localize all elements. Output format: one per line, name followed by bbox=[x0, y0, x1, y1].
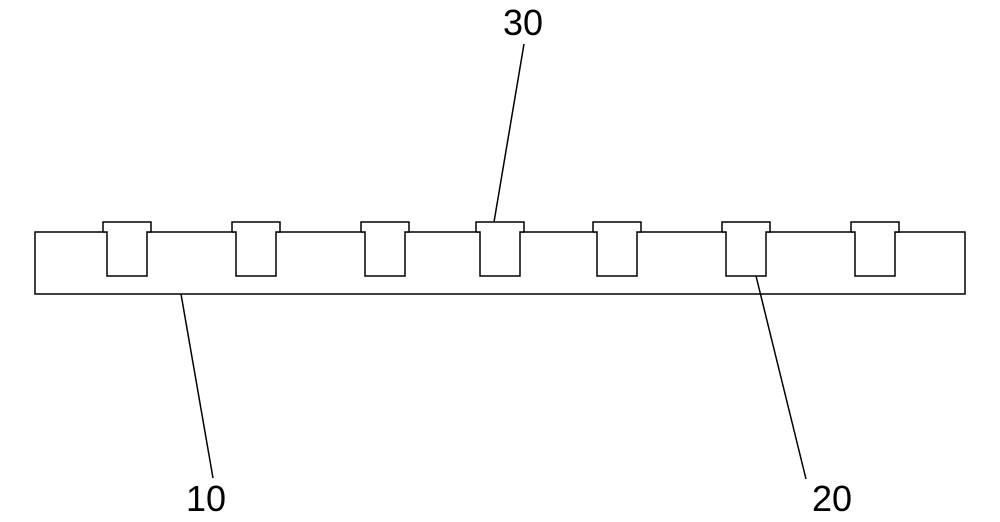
callout-line-30 bbox=[494, 44, 524, 222]
component-4 bbox=[476, 222, 524, 276]
callout-line-10 bbox=[181, 294, 213, 478]
component-2 bbox=[232, 222, 280, 276]
callout-label-20: 20 bbox=[812, 481, 852, 517]
diagram-canvas bbox=[0, 0, 1000, 522]
component-5 bbox=[593, 222, 641, 276]
callout-line-20 bbox=[756, 276, 806, 479]
component-1 bbox=[103, 222, 151, 276]
component-6 bbox=[722, 222, 770, 276]
component-3 bbox=[361, 222, 409, 276]
callout-label-10: 10 bbox=[186, 481, 226, 517]
component-7 bbox=[851, 222, 899, 276]
callout-label-30: 30 bbox=[503, 5, 543, 41]
